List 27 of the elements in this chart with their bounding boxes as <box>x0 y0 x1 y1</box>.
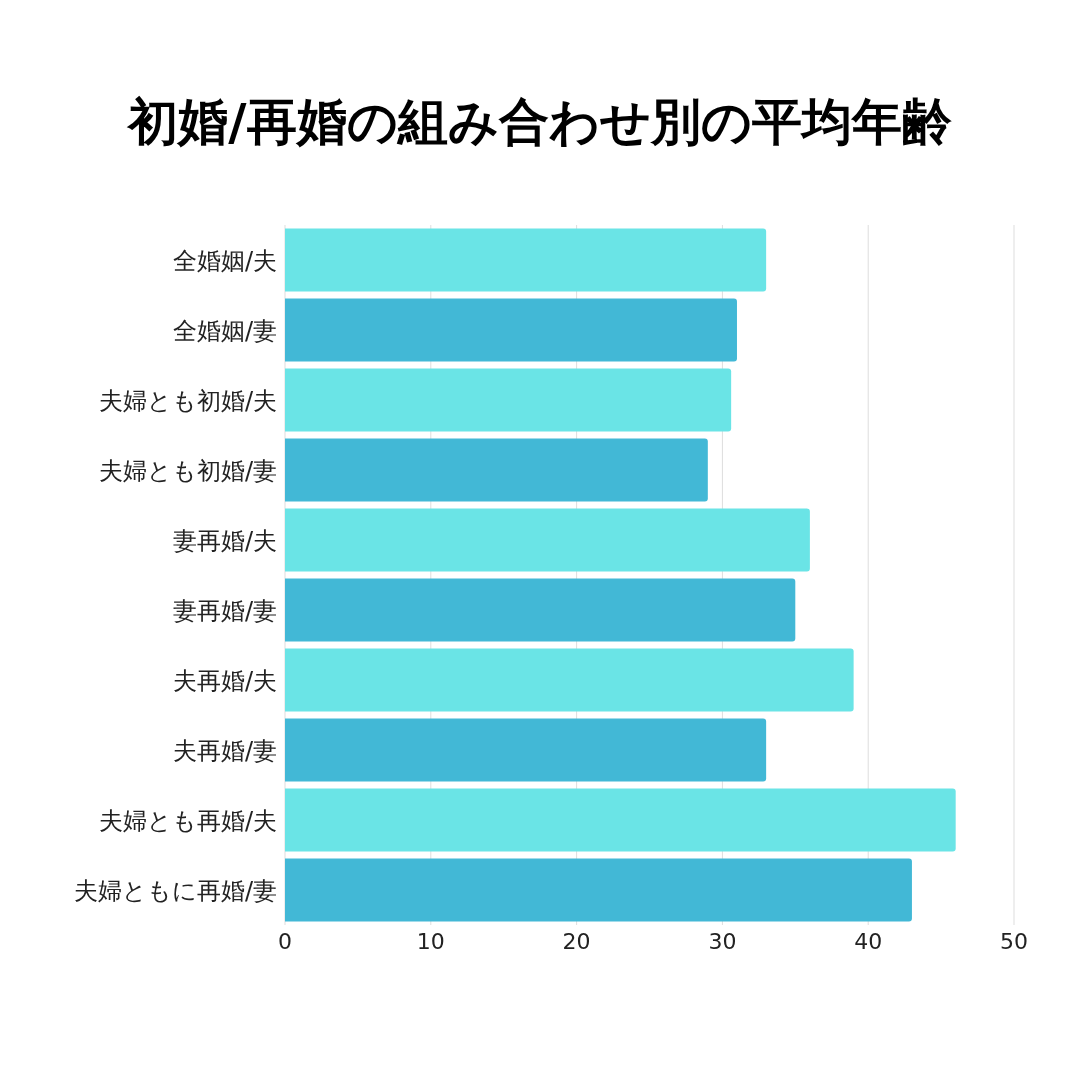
x-tick-label: 30 <box>708 928 737 954</box>
bar <box>285 228 767 292</box>
x-tick-label: 0 <box>278 928 292 954</box>
bar <box>285 858 912 922</box>
y-tick-label: 夫婦とも初婚/妻 <box>98 456 277 485</box>
y-tick-label: 全婚姻/夫 <box>172 246 277 275</box>
y-tick-label: 夫再婚/妻 <box>172 736 277 765</box>
bar <box>285 718 767 782</box>
bar <box>285 368 732 432</box>
x-tick-label: 50 <box>1000 928 1028 954</box>
x-tick-label: 20 <box>562 928 591 954</box>
bar <box>285 578 796 642</box>
y-tick-label: 夫再婚/夫 <box>172 666 277 695</box>
y-tick-label: 夫婦ともに再婚/妻 <box>73 876 277 905</box>
y-tick-label: 妻再婚/妻 <box>172 596 277 625</box>
bar <box>285 508 810 572</box>
bar <box>285 298 737 362</box>
y-tick-label: 夫婦とも初婚/夫 <box>98 386 277 415</box>
x-tick-label: 10 <box>416 928 445 954</box>
bar <box>285 648 854 712</box>
y-tick-label: 夫婦とも再婚/夫 <box>98 806 277 835</box>
chart-title: 初婚/再婚の組み合わせ別の平均年齢 <box>126 92 953 153</box>
bar <box>285 788 956 852</box>
y-tick-label: 妻再婚/夫 <box>172 526 277 555</box>
x-tick-label: 40 <box>854 928 883 954</box>
bar <box>285 438 708 502</box>
y-tick-label: 全婚姻/妻 <box>172 316 277 345</box>
